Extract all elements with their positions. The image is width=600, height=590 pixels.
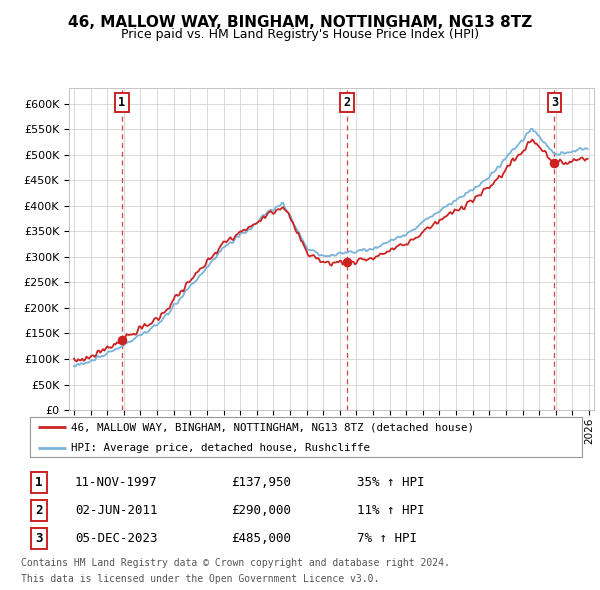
Text: HPI: Average price, detached house, Rushcliffe: HPI: Average price, detached house, Rush… bbox=[71, 444, 370, 454]
Point bbox=[550, 158, 559, 167]
Text: Price paid vs. HM Land Registry's House Price Index (HPI): Price paid vs. HM Land Registry's House … bbox=[121, 28, 479, 41]
Text: 02-JUN-2011: 02-JUN-2011 bbox=[75, 504, 157, 517]
Text: Contains HM Land Registry data © Crown copyright and database right 2024.: Contains HM Land Registry data © Crown c… bbox=[21, 558, 450, 568]
Text: 46, MALLOW WAY, BINGHAM, NOTTINGHAM, NG13 8TZ: 46, MALLOW WAY, BINGHAM, NOTTINGHAM, NG1… bbox=[68, 15, 532, 30]
Text: £137,950: £137,950 bbox=[231, 476, 291, 489]
Text: This data is licensed under the Open Government Licence v3.0.: This data is licensed under the Open Gov… bbox=[21, 574, 379, 584]
Text: 35% ↑ HPI: 35% ↑ HPI bbox=[357, 476, 425, 489]
Text: £290,000: £290,000 bbox=[231, 504, 291, 517]
Text: 1: 1 bbox=[118, 96, 125, 109]
Text: 2: 2 bbox=[35, 504, 43, 517]
Text: 11% ↑ HPI: 11% ↑ HPI bbox=[357, 504, 425, 517]
Text: 05-DEC-2023: 05-DEC-2023 bbox=[75, 532, 157, 545]
Text: 1: 1 bbox=[35, 476, 43, 489]
Text: 7% ↑ HPI: 7% ↑ HPI bbox=[357, 532, 417, 545]
Text: 46, MALLOW WAY, BINGHAM, NOTTINGHAM, NG13 8TZ (detached house): 46, MALLOW WAY, BINGHAM, NOTTINGHAM, NG1… bbox=[71, 422, 475, 432]
Text: 3: 3 bbox=[551, 96, 558, 109]
Text: 11-NOV-1997: 11-NOV-1997 bbox=[75, 476, 157, 489]
Point bbox=[117, 335, 127, 345]
Text: 3: 3 bbox=[35, 532, 43, 545]
Point bbox=[342, 257, 352, 267]
Text: £485,000: £485,000 bbox=[231, 532, 291, 545]
Text: 2: 2 bbox=[343, 96, 350, 109]
